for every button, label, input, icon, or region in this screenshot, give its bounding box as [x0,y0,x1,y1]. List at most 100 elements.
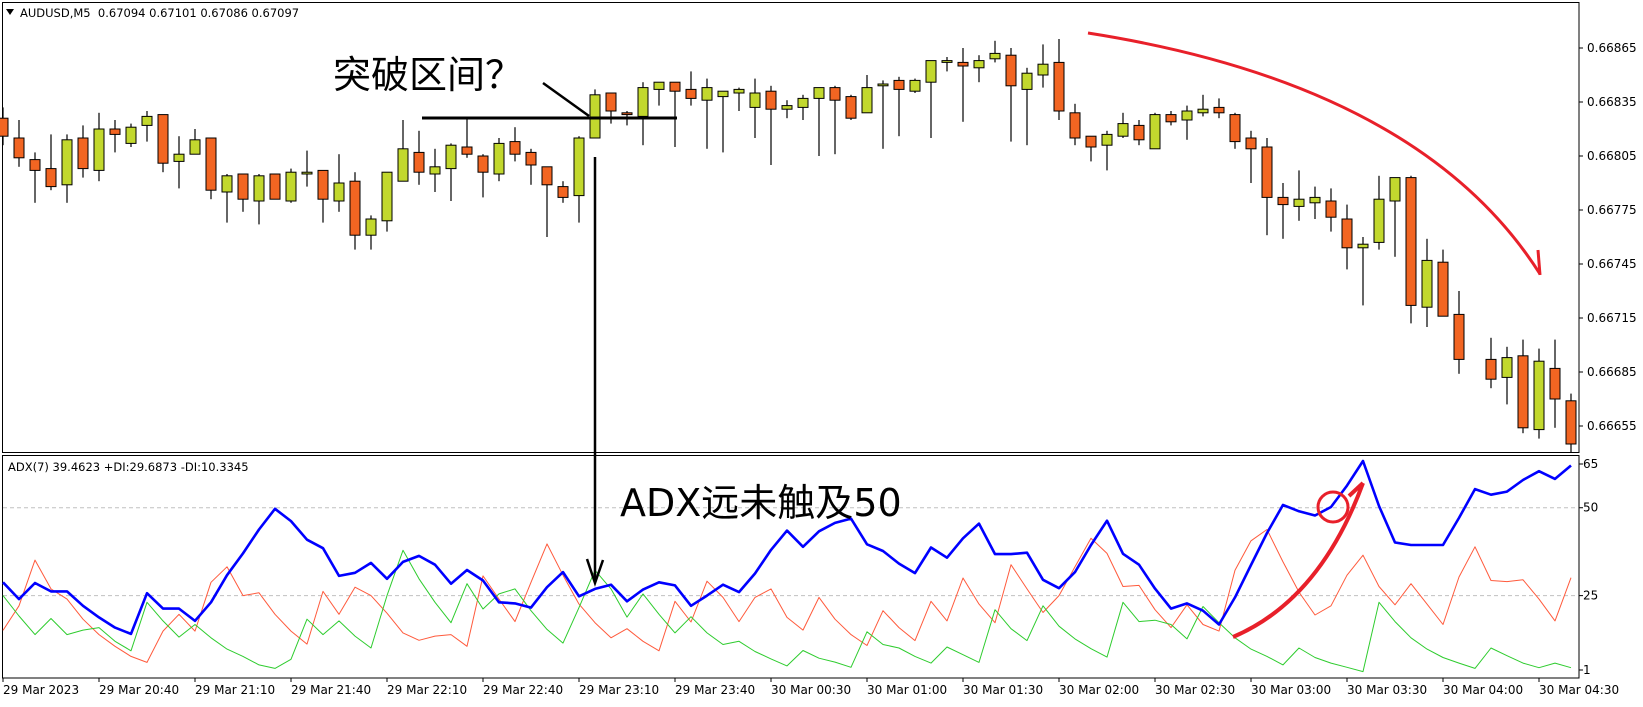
bull-candle [1357,237,1369,306]
candle-body [1213,106,1225,114]
bear-candle [669,81,681,147]
candle-body [717,90,729,98]
candle-body [1421,259,1433,308]
candle-body [221,175,233,193]
bear-candle [461,118,473,158]
bear-candle [77,125,89,178]
candle-body [1117,123,1129,137]
bull-candle [653,81,665,106]
time-tick-label: 29 Mar 23:40 [675,683,755,697]
candle-body [941,60,953,63]
candle-body [365,218,377,236]
candle-body [413,151,425,173]
bull-candle [429,148,441,192]
time-tick-label: 29 Mar 21:10 [195,683,275,697]
time-tick-label: 30 Mar 03:00 [1251,683,1331,697]
time-tick-label: 30 Mar 04:30 [1539,683,1619,697]
bear-candle [893,76,905,137]
candle-body [925,60,937,83]
bull-candle [1421,238,1433,327]
bear-candle [317,169,329,223]
bear-candle [1229,112,1241,149]
candle-body [269,173,281,200]
minus-di-line [2,549,1572,673]
candle-body [45,168,57,188]
bear-candle [29,152,41,203]
bear-candle [1453,291,1465,374]
bear-candle [477,154,489,198]
breakout-question-text: 突破区间？ [333,53,523,97]
pointer-line [542,81,590,118]
candle-body [1037,63,1049,76]
bear-candle [237,173,249,212]
candle-body [957,61,969,67]
bull-candle [781,100,793,119]
time-tick-label: 30 Mar 01:30 [963,683,1043,697]
bear-candle [1549,339,1561,428]
candle-body [1549,367,1561,400]
bear-candle [1517,339,1529,434]
candle-body [29,159,41,171]
bear-candle [1133,120,1145,146]
candle-body [1565,400,1577,445]
bull-candle [1117,112,1129,138]
bull-candle [301,150,313,187]
bear-candle [557,181,569,203]
candle-body [189,139,201,155]
bull-candle [1309,186,1321,219]
candle-body [1533,360,1545,431]
bear-candle [1069,103,1081,146]
adx-panel[interactable] [2,455,1580,679]
bear-candle [413,130,425,185]
candle-body [173,153,185,162]
bull-candle [1533,348,1545,439]
adx-tick-label: 1 [1583,663,1591,677]
bear-candle [541,166,553,237]
candle-body [973,60,985,69]
symbol-header: AUDUSD,M5 0.67094 0.67101 0.67086 0.6709… [20,6,299,20]
bull-candle [285,168,297,203]
bear-candle [525,148,537,185]
candle-body [525,151,537,166]
time-tick-label: 29 Mar 21:40 [291,683,371,697]
candle-body [141,115,153,126]
time-tick-label: 30 Mar 04:00 [1443,683,1523,697]
curved-up-arrow-icon [1232,482,1365,639]
bull-candle [93,112,105,182]
candle-body [1005,54,1017,87]
candle-body [461,146,473,155]
candle-body [1341,218,1353,249]
candle-body [1245,137,1257,150]
bear-candle [45,134,57,191]
candle-body [1309,196,1321,204]
candle-body [61,139,73,186]
bear-candle [1053,39,1065,120]
candle-body [989,52,1001,60]
time-tick-label: 30 Mar 03:30 [1347,683,1427,697]
candle-body [797,97,809,108]
candle-body [1405,177,1417,306]
candle-body [237,173,249,200]
bull-candle [941,57,953,72]
candle-body [493,142,505,175]
candle-body [285,171,297,202]
price-tick-label: 0.66715 [1587,311,1637,325]
bull-candle [493,138,505,182]
adx-tick-label: 65 [1583,457,1598,471]
time-tick-label: 29 Mar 2023 [3,683,79,697]
candle-body [621,112,633,116]
collapse-triangle-icon[interactable] [6,9,14,15]
bull-candle [1197,94,1209,117]
bull-candle [333,154,345,212]
candle-body [429,166,441,175]
bull-candle [909,78,921,93]
bull-candle [1101,130,1113,171]
candle-body [109,128,121,135]
price-tick-label: 0.66685 [1587,365,1637,379]
adx-50-cross-circle [1316,490,1350,524]
price-panel[interactable] [2,2,1580,453]
bear-candle [1485,337,1497,389]
candle-body [77,137,89,170]
adx-tick-label: 50 [1583,501,1598,515]
